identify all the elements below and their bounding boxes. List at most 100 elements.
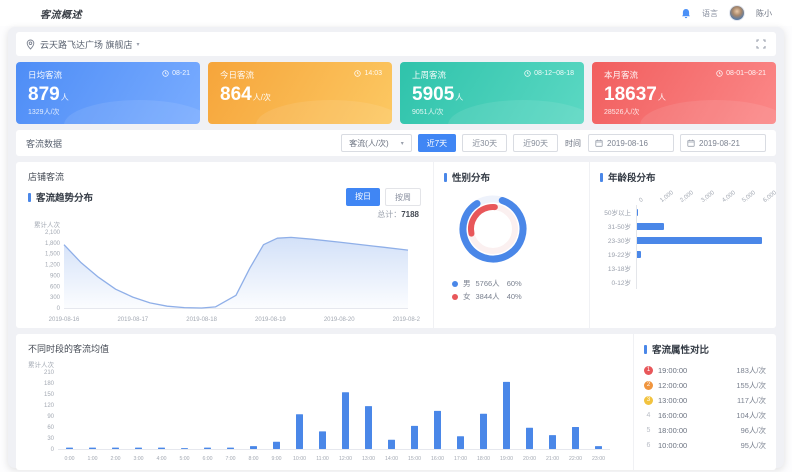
svg-text:13:00: 13:00 — [362, 456, 375, 462]
svg-text:累计人次: 累计人次 — [34, 220, 61, 229]
stat-card-title: 今日客流 — [220, 70, 255, 80]
rank-row: 4 16:00:00 104人/次 — [644, 408, 766, 423]
stat-card-sub: 28526人/次 — [604, 109, 640, 116]
date-end-input[interactable]: 2019-08-21 — [680, 134, 766, 152]
stat-card-time: 14:03 — [364, 70, 382, 77]
svg-text:8:00: 8:00 — [248, 456, 258, 462]
language-link[interactable]: 语言 — [702, 8, 718, 18]
toggle-weekly[interactable]: 按周 — [385, 188, 421, 206]
age-row: 23-30岁 — [600, 233, 766, 247]
svg-text:10:00: 10:00 — [293, 456, 306, 462]
age-title: 年龄段分布 — [600, 170, 766, 184]
svg-text:19:00: 19:00 — [500, 456, 513, 462]
svg-text:2019-08-16: 2019-08-16 — [49, 317, 80, 323]
svg-text:30: 30 — [47, 436, 54, 442]
dimension-select[interactable]: 客流(人/次) ▾ — [341, 134, 412, 152]
svg-text:18:00: 18:00 — [477, 456, 490, 462]
age-bar — [637, 236, 762, 244]
stat-card-unit: 人 — [60, 93, 69, 102]
trend-total: 总计：7188 — [377, 210, 419, 219]
chevron-down-icon: ▾ — [400, 140, 404, 147]
svg-text:6:00: 6:00 — [202, 456, 212, 462]
stat-card-value: 5905 — [412, 84, 455, 105]
svg-text:120: 120 — [44, 403, 55, 409]
svg-text:90: 90 — [47, 414, 54, 420]
rank-row: 2 12:00:00 155人/次 — [644, 378, 766, 393]
medal-icon: 2 — [644, 381, 653, 390]
fullscreen-icon[interactable] — [756, 39, 766, 49]
svg-text:2019-08-20: 2019-08-20 — [324, 317, 355, 323]
hourly-section: 不同时段的客流均值 累计人次 0 30 60 90 120 150 180 210 0:00 1:0… — [16, 334, 634, 470]
stat-card-time: 08-01~08-21 — [726, 70, 766, 77]
range-button-7d[interactable]: 近7天 — [417, 134, 457, 152]
medal-icon: 3 — [644, 396, 653, 405]
range-button-90d[interactable]: 近90天 — [513, 134, 558, 152]
stat-card-this-month: 本月客流 08-01~08-21 18637人 28526人/次 — [592, 62, 776, 124]
svg-text:5:00: 5:00 — [179, 456, 189, 462]
svg-text:4:00: 4:00 — [156, 456, 166, 462]
toggle-daily[interactable]: 按日 — [346, 188, 380, 206]
stat-card-sub — [220, 107, 380, 115]
svg-text:0:00: 0:00 — [64, 456, 74, 462]
svg-text:3:00: 3:00 — [133, 456, 143, 462]
bell-icon[interactable] — [681, 8, 691, 19]
svg-text:600: 600 — [50, 284, 61, 290]
stat-card-last-week: 上周客流 08-12~08-18 5905人 9051人/次 — [400, 62, 584, 124]
rank-row: 1 19:00:00 183人/次 — [644, 363, 766, 378]
svg-text:150: 150 — [44, 392, 55, 398]
charts-panel: 店铺客流 客流趋势分布 按日 按周 总计：7188 累计人次 0 300 600 900… — [16, 162, 778, 328]
location-bar: 云天路飞达广场 旗舰店 ▾ — [16, 32, 776, 56]
svg-text:22:00: 22:00 — [569, 456, 582, 462]
age-row: 0-12岁 — [600, 275, 766, 289]
svg-text:12:00: 12:00 — [339, 456, 352, 462]
rank-row: 6 10:00:00 95人/次 — [644, 438, 766, 453]
store-selector[interactable]: 云天路飞达广场 旗舰店 — [40, 39, 133, 50]
male-dot-icon — [452, 280, 458, 287]
medal-icon: 1 — [644, 366, 653, 375]
svg-text:累计人次: 累计人次 — [28, 360, 55, 369]
trend-title: 客流趋势分布 — [28, 190, 93, 204]
clock-icon — [716, 70, 723, 77]
ranking-list: 1 19:00:00 183人/次 2 12:00:00 155人/次 3 13:00:0… — [644, 363, 766, 453]
svg-text:11:00: 11:00 — [316, 456, 329, 462]
clock-icon — [524, 70, 531, 77]
female-dot-icon — [452, 293, 458, 300]
svg-text:1,800: 1,800 — [45, 241, 61, 247]
svg-text:9:00: 9:00 — [271, 456, 281, 462]
svg-text:2,100: 2,100 — [45, 230, 61, 236]
svg-text:0: 0 — [57, 306, 61, 312]
svg-text:2019-08-21: 2019-08-21 — [393, 317, 420, 323]
date-start-input[interactable]: 2019-08-16 — [588, 134, 674, 152]
stat-card-value: 879 — [28, 84, 60, 105]
rank-number: 4 — [646, 412, 651, 419]
stat-card-title: 日均客流 — [28, 70, 63, 80]
location-pin-icon — [26, 39, 35, 50]
svg-text:0: 0 — [51, 447, 55, 453]
calendar-icon — [595, 139, 603, 147]
ranking-title: 客流属性对比 — [644, 342, 766, 356]
trend-area-chart: 累计人次 0 300 600 900 1,200 1,500 1,800 2,100 2019-0… — [34, 220, 424, 323]
stat-card-sub: 9051人/次 — [412, 109, 444, 116]
chevron-down-icon[interactable]: ▾ — [136, 41, 140, 48]
calendar-icon — [687, 139, 695, 147]
title-bar-icon — [28, 192, 31, 202]
stat-card-value: 864 — [220, 84, 252, 105]
title-bar-icon — [600, 172, 603, 182]
trend-section: 店铺客流 客流趋势分布 按日 按周 总计：7188 累计人次 0 300 600 900… — [16, 162, 434, 328]
title-bar-icon — [444, 172, 447, 182]
bottom-panel: 不同时段的客流均值 累计人次 0 30 60 90 120 150 180 210 0:00 1:0… — [16, 334, 776, 470]
svg-text:20:00: 20:00 — [523, 456, 536, 462]
stat-card-title: 上周客流 — [412, 70, 447, 80]
range-button-30d[interactable]: 近30天 — [462, 134, 508, 152]
username[interactable]: 陈小 — [756, 8, 772, 18]
stat-card-daily-avg: 日均客流 08-21 879人 1329人/次 — [16, 62, 200, 124]
svg-text:1,500: 1,500 — [45, 252, 61, 258]
stat-card-value: 18637 — [604, 84, 657, 105]
avatar[interactable] — [729, 5, 745, 21]
svg-text:2019-08-17: 2019-08-17 — [117, 317, 148, 323]
svg-text:60: 60 — [47, 425, 54, 431]
clock-icon — [162, 70, 169, 77]
age-row: 31-50岁 — [600, 219, 766, 233]
rank-row: 5 18:00:00 96人/次 — [644, 423, 766, 438]
age-section: 年龄段分布 0 1,000 2,000 3,000 4,000 5,000 6,000 50… — [590, 162, 778, 328]
